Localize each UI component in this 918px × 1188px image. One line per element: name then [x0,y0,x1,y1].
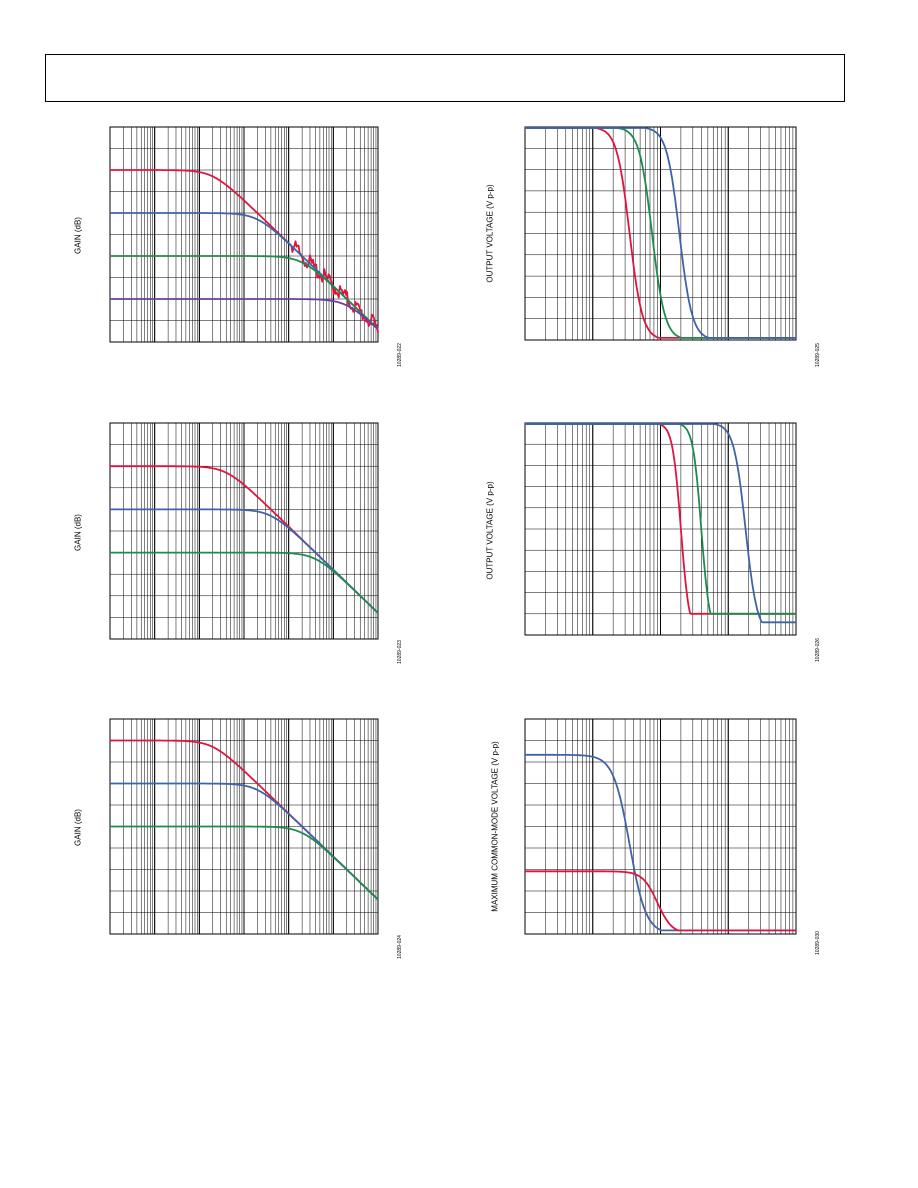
chart-output-voltage-2 [524,422,797,636]
c2-figure-id: 10289-023 [397,640,403,664]
chart-max-common-mode-voltage [524,718,797,935]
plot-frame [524,422,797,636]
c3-figure-id: 10289-024 [397,935,403,959]
series-line-green [110,255,379,330]
c2-ylabel: GAIN (dB) [73,514,83,551]
plot-frame [524,126,797,341]
c6-ylabel: MAXIMUM COMMON-MODE VOLTAGE (V p-p) [490,741,500,912]
plot-frame [109,422,379,640]
chart-gain-3 [109,718,379,935]
c4-ylabel: OUTPUT VOLTAGE (V p-p) [485,184,495,283]
series-line-green [110,551,379,614]
chart-gain-2 [109,422,379,640]
chart-gain-1 [109,126,379,343]
plot-frame [109,126,379,343]
page-header-box [45,54,845,102]
c5-ylabel: OUTPUT VOLTAGE (V p-p) [485,481,495,580]
series-line-blue [525,127,796,339]
series-line-green [110,825,379,901]
series-line-red [525,870,796,932]
c1-ylabel: GAIN (dB) [73,217,83,254]
series-line-red [110,169,379,333]
c6-figure-id: 10289-030 [815,931,821,955]
series-line-blue [525,423,796,624]
series-line-blue [110,508,379,614]
chart-output-voltage-1 [524,126,797,341]
c4-figure-id: 10289-025 [815,343,821,367]
series-line-purple [110,298,379,331]
c5-figure-id: 10289-026 [815,638,821,662]
c3-ylabel: GAIN (dB) [73,809,83,846]
plot-frame [524,718,797,935]
c1-figure-id: 10289-022 [397,343,403,367]
